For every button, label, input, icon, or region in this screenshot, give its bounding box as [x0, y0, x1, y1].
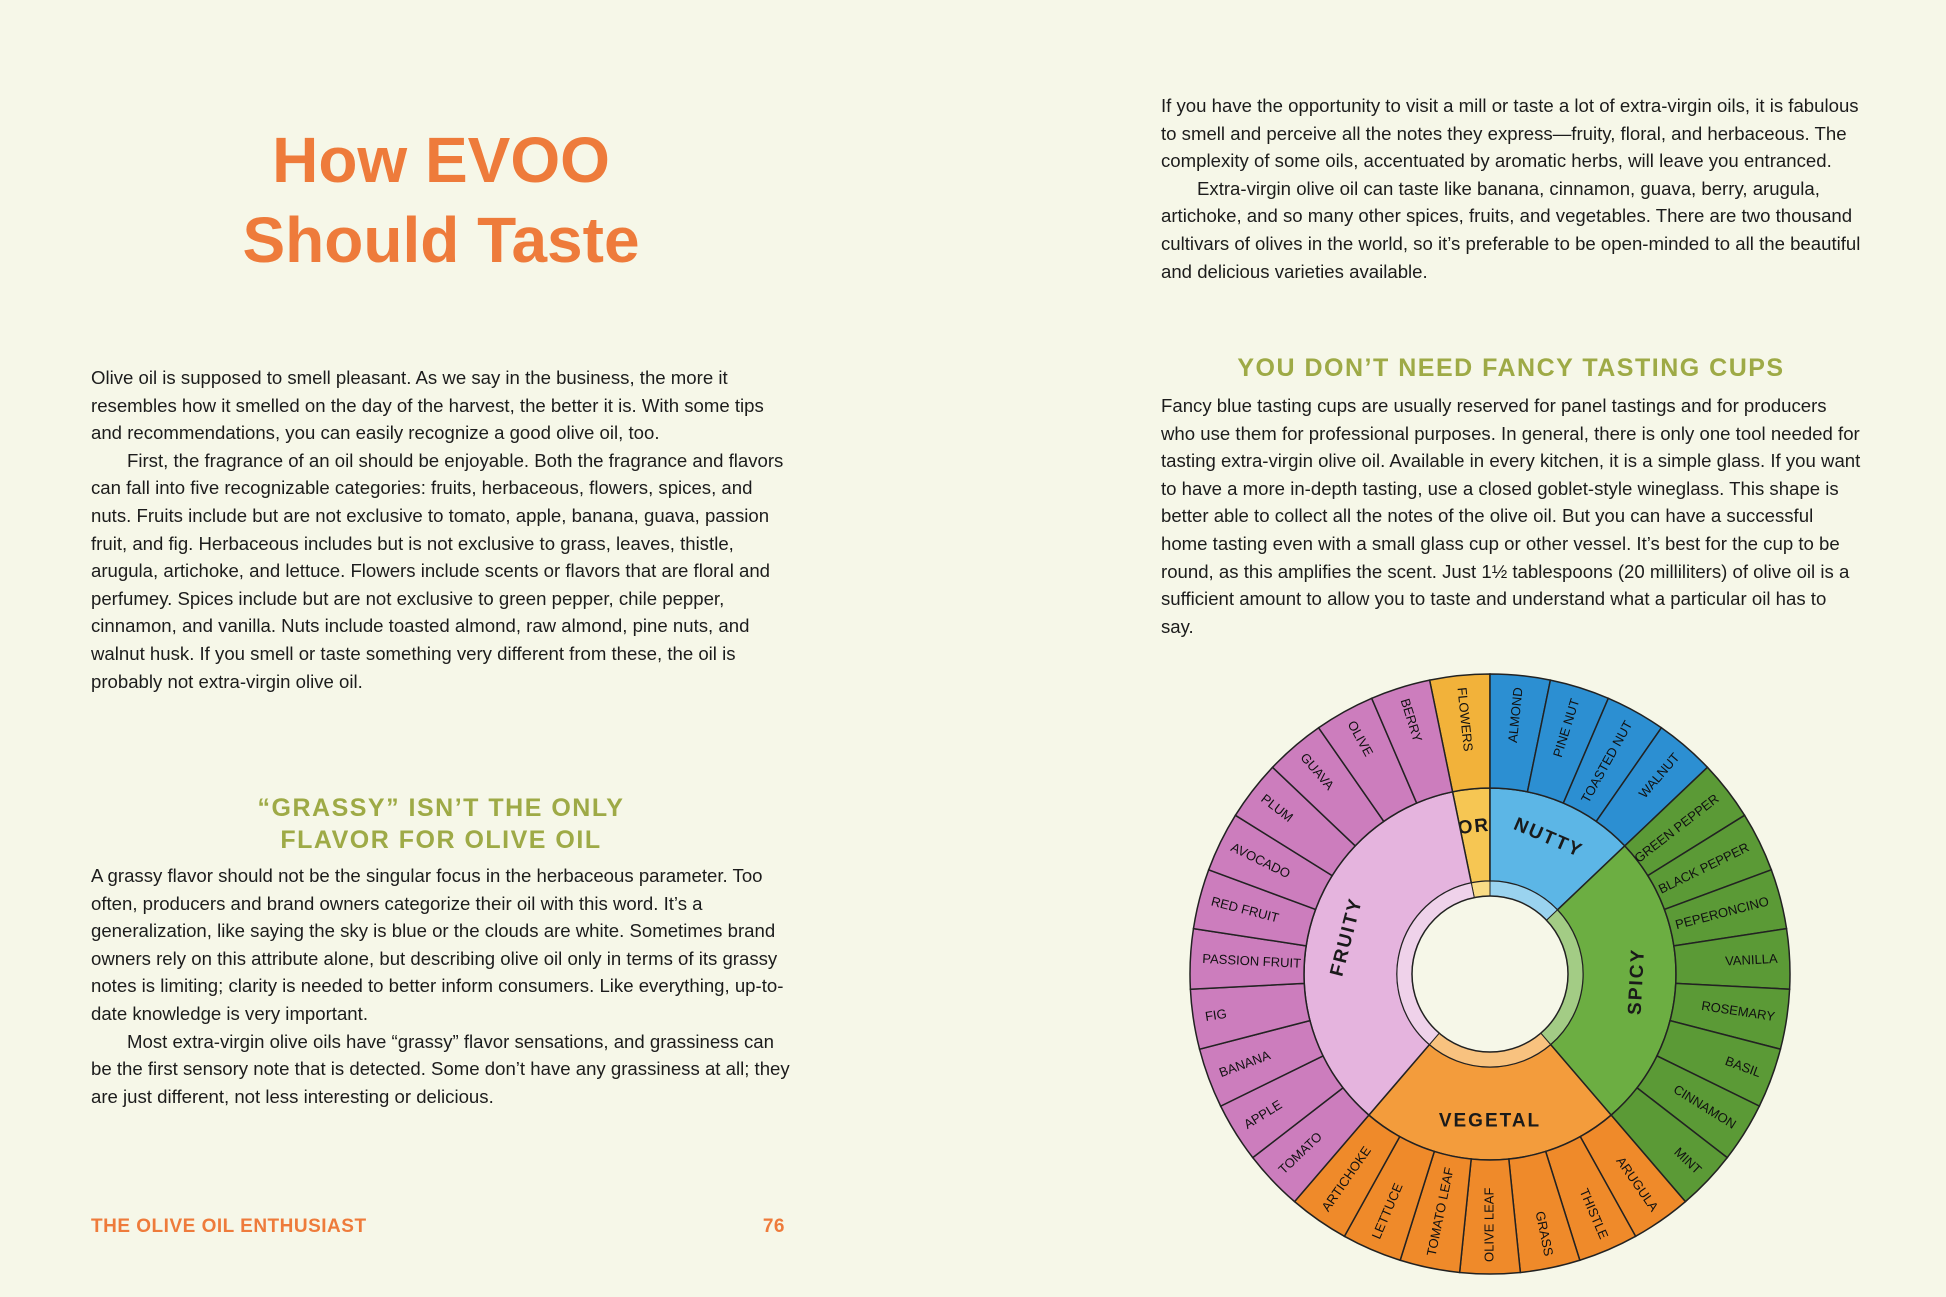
flavor-segment	[1370, 679, 1454, 805]
paragraph: Most extra-virgin olive oils have “grass…	[91, 1030, 790, 1107]
category-label: SPICY	[1625, 947, 1649, 1015]
page-number: 76	[762, 1216, 785, 1237]
intro-text: Olive oil is supposed to smell pleasant.…	[91, 364, 791, 695]
paragraph: A grassy flavor should not be the singul…	[91, 865, 784, 1024]
flavor-label: OLIVE LEAF	[1481, 1188, 1496, 1262]
section-heading: “GRASSY” ISN’T THE ONLY FLAVOR FOR OLIVE…	[91, 792, 791, 856]
flavor-label: VANILLA	[1725, 951, 1779, 969]
intro-text: If you have the opportunity to visit a m…	[1161, 92, 1861, 285]
footer-title: THE OLIVE OIL ENTHUSIAST	[91, 1216, 367, 1237]
flavor-label: FIG	[1204, 1006, 1228, 1024]
paragraph: Extra-virgin olive oil can taste like ba…	[1161, 177, 1861, 282]
flavor-label: ALMOND	[1505, 687, 1526, 744]
section-heading: YOU DON’T NEED FANCY TASTING CUPS	[1237, 354, 1785, 382]
section-text: A grassy flavor should not be the singul…	[91, 862, 791, 1110]
paragraph: First, the fragrance of an oil should be…	[91, 449, 784, 692]
paragraph: If you have the opportunity to visit a m…	[1161, 95, 1859, 172]
category-label: VEGETAL	[1439, 1111, 1541, 1132]
title: How EVOO Should Taste	[91, 120, 791, 280]
flavor-label: FLOWERS	[1454, 687, 1475, 753]
title-line: How EVOO	[272, 124, 610, 196]
heading-line: “GRASSY” ISN’T THE ONLY	[257, 794, 625, 822]
heading-line: FLAVOR FOR OLIVE OIL	[280, 826, 602, 854]
wheel-hole	[1411, 895, 1569, 1053]
title-line: Should Taste	[242, 204, 640, 276]
paragraph: Olive oil is supposed to smell pleasant.…	[91, 367, 764, 444]
flavor-label: PASSION FRUIT	[1202, 951, 1301, 971]
paragraph: Fancy blue tasting cups are usually rese…	[1161, 395, 1861, 637]
section-text: Fancy blue tasting cups are usually rese…	[1161, 392, 1861, 640]
